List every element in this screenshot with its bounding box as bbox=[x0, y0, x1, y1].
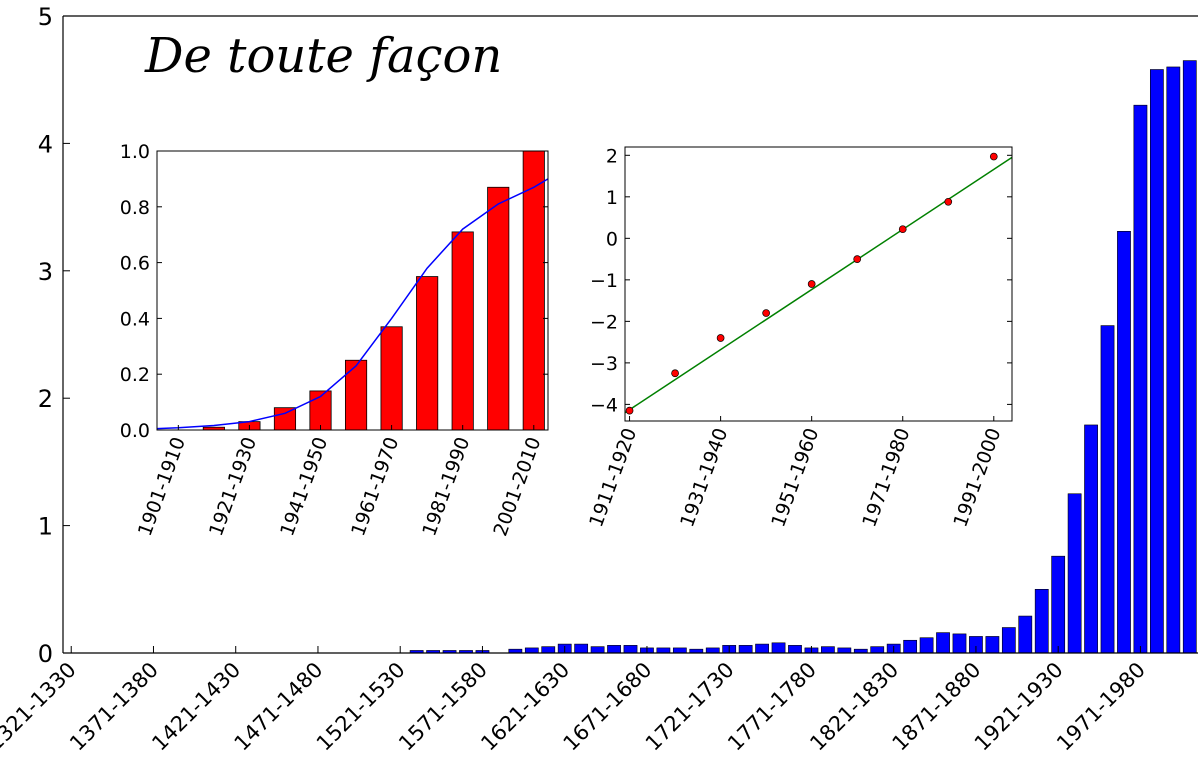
main-bar bbox=[1182, 60, 1197, 654]
main-bar bbox=[903, 639, 918, 654]
inset-right-point bbox=[716, 334, 725, 342]
main-bar bbox=[788, 645, 802, 654]
inset-right-x-tick-label: 1951-1960 bbox=[767, 425, 823, 530]
inset-left-x-tick-label: 1901-1910 bbox=[134, 434, 190, 539]
inset-left-y-tick-label: 0.2 bbox=[120, 364, 150, 386]
inset-left-bar bbox=[380, 326, 403, 431]
main-bar bbox=[1034, 588, 1049, 654]
inset-right-point bbox=[944, 197, 953, 206]
main-y-tick-label: 4 bbox=[38, 130, 53, 158]
main-bar bbox=[1067, 493, 1082, 654]
inset-right-point bbox=[989, 152, 998, 161]
inset-right-x-tick-label: 1991-2000 bbox=[949, 425, 1005, 530]
inset-left-bar bbox=[344, 359, 368, 431]
main-y-tick-label: 2 bbox=[38, 385, 53, 413]
inset-left-bar bbox=[273, 407, 297, 431]
inset-right-y-tick-label: 0 bbox=[606, 228, 618, 250]
inset-right-x-tick-label: 1971-1980 bbox=[858, 425, 914, 530]
main-bar bbox=[755, 643, 769, 654]
inset-right-x-tick-label: 1931-1940 bbox=[676, 425, 732, 530]
main-bar bbox=[623, 645, 638, 654]
inset-left-bar bbox=[416, 276, 439, 431]
main-bar bbox=[837, 647, 852, 654]
inset-right-plot: 2 1 0 −1 −2 −3 −4 1911-1920 1931-1940 1951-1960 19… bbox=[585, 145, 1013, 530]
inset-right-y-tick-label: 1 bbox=[606, 187, 618, 209]
inset-left-frame bbox=[156, 150, 549, 431]
main-bar bbox=[985, 636, 1000, 654]
main-bar bbox=[1051, 555, 1066, 654]
main-bar bbox=[870, 646, 885, 654]
inset-right-frame bbox=[624, 146, 1013, 422]
main-bar bbox=[952, 633, 967, 654]
inset-right-y-tick-label: −1 bbox=[590, 270, 618, 292]
inset-right-point bbox=[853, 255, 862, 263]
main-bar bbox=[738, 645, 753, 654]
inset-right-y-tick-label: −3 bbox=[590, 353, 618, 375]
inset-left-bar bbox=[522, 150, 545, 431]
main-bar bbox=[1166, 66, 1181, 654]
main-bar bbox=[1084, 424, 1098, 654]
inset-left-x-tick-label: 1961-1970 bbox=[347, 434, 403, 539]
main-y-tick-label: 1 bbox=[38, 513, 53, 541]
main-y-tick-label: 5 bbox=[38, 3, 53, 31]
inset-left-plot: 0.0 0.2 0.4 0.6 0.8 1.0 1901-1910 1921-1930 1941… bbox=[120, 141, 549, 539]
inset-left-y-tick-label: 0.4 bbox=[120, 308, 150, 330]
inset-right-x-tick-label: 1911-1920 bbox=[585, 425, 641, 530]
main-bar bbox=[672, 647, 687, 654]
inset-left-x-tick-label: 1981-1990 bbox=[418, 434, 474, 539]
main-bar bbox=[771, 642, 786, 654]
main-bar bbox=[705, 647, 720, 654]
inset-left-x-tick-label: 1941-1950 bbox=[276, 434, 332, 539]
inset-right-y-tick-label: −4 bbox=[590, 394, 618, 416]
inset-right-chart: 2 1 0 −1 −2 −3 −4 1911-1920 1931-1940 1951-1960 19… bbox=[585, 145, 1013, 530]
main-y-tick-label: 0 bbox=[38, 640, 53, 668]
main-bar bbox=[656, 647, 671, 654]
main-bar bbox=[574, 643, 589, 654]
inset-right-point bbox=[807, 280, 816, 288]
inset-right-point bbox=[671, 369, 679, 378]
inset-right-background bbox=[625, 147, 1012, 421]
inset-left-bar bbox=[451, 231, 474, 431]
main-x-tick-label: 1971-1980 bbox=[1052, 658, 1150, 756]
inset-left-y-tick-label: 1.0 bbox=[120, 141, 150, 163]
main-y-tick-label: 3 bbox=[38, 258, 53, 286]
main-bar bbox=[607, 645, 621, 654]
main-bar bbox=[524, 647, 539, 654]
main-bar bbox=[541, 646, 556, 654]
inset-left-bar bbox=[487, 186, 510, 431]
inset-right-y-tick-label: 2 bbox=[606, 145, 618, 167]
inset-left-x-tick-label: 1921-1930 bbox=[205, 434, 261, 539]
inset-right-point bbox=[898, 225, 907, 234]
main-bar bbox=[1100, 325, 1115, 654]
inset-left-y-tick-label: 0.8 bbox=[120, 197, 150, 219]
main-bar bbox=[590, 646, 605, 654]
main-bar bbox=[1117, 231, 1131, 654]
inset-left-y-tick-label: 0.0 bbox=[120, 420, 150, 442]
inset-left-chart: 0.0 0.2 0.4 0.6 0.8 1.0 1901-1910 1921-1930 1941… bbox=[120, 141, 549, 539]
main-bar bbox=[821, 646, 835, 654]
main-bar-group bbox=[409, 60, 1197, 654]
main-bar bbox=[1001, 627, 1016, 654]
inset-right-y-tick-label: −2 bbox=[590, 311, 618, 333]
main-bar bbox=[1149, 69, 1164, 654]
main-chart-title: De toute façon bbox=[144, 28, 502, 84]
inset-left-y-tick-label: 0.6 bbox=[120, 253, 150, 275]
inset-left-fit-curve bbox=[156, 178, 549, 430]
main-bar bbox=[919, 637, 934, 654]
main-bar bbox=[1018, 615, 1033, 654]
main-bar bbox=[936, 632, 950, 654]
inset-left-x-tick-label: 2001-2010 bbox=[489, 434, 545, 539]
main-bar bbox=[1133, 104, 1148, 654]
inset-right-point bbox=[762, 309, 770, 317]
inset-right-point bbox=[625, 406, 634, 415]
